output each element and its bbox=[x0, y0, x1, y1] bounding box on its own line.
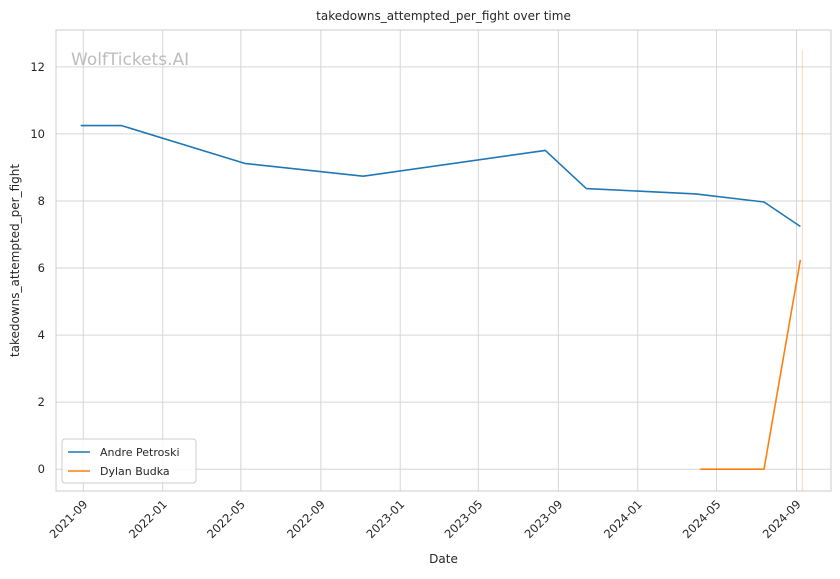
y-axis-label: takedowns_attempted_per_fight bbox=[8, 164, 22, 357]
x-tick-label: 2024-01 bbox=[601, 497, 645, 541]
plot-area bbox=[55, 29, 832, 492]
legend: Andre Petroski Dylan Budka bbox=[61, 438, 197, 484]
y-tick-label: 6 bbox=[38, 261, 45, 275]
x-tick-label: 2024-05 bbox=[680, 497, 724, 541]
series-layer bbox=[80, 50, 803, 491]
x-tick-label: 2022-01 bbox=[126, 497, 170, 541]
x-tick-label: 2023-09 bbox=[522, 497, 566, 541]
x-tick-label: 2023-01 bbox=[363, 497, 407, 541]
legend-box bbox=[61, 438, 197, 484]
series-line bbox=[700, 259, 802, 471]
y-tick-label: 10 bbox=[30, 127, 45, 141]
y-tick-label: 2 bbox=[38, 395, 45, 409]
watermark: WolfTickets.AI bbox=[71, 50, 189, 70]
y-tick-label: 0 bbox=[38, 462, 45, 476]
legend-label: Andre Petroski bbox=[100, 446, 180, 459]
x-tick-label: 2024-09 bbox=[760, 497, 804, 541]
x-tick-label: 2023-05 bbox=[442, 497, 486, 541]
y-tick-label: 12 bbox=[30, 60, 45, 74]
y-tick-label: 4 bbox=[38, 328, 45, 342]
x-tick-label: 2022-05 bbox=[204, 497, 248, 541]
x-tick-label: 2021-09 bbox=[47, 497, 91, 541]
legend-label: Dylan Budka bbox=[100, 465, 170, 478]
x-axis-label: Date bbox=[429, 552, 458, 566]
series-line bbox=[80, 124, 801, 228]
y-tick-label: 8 bbox=[38, 194, 45, 208]
x-tick-label: 2022-09 bbox=[284, 497, 328, 541]
grid bbox=[56, 30, 831, 491]
chart-title: takedowns_attempted_per_fight over time bbox=[316, 9, 571, 23]
